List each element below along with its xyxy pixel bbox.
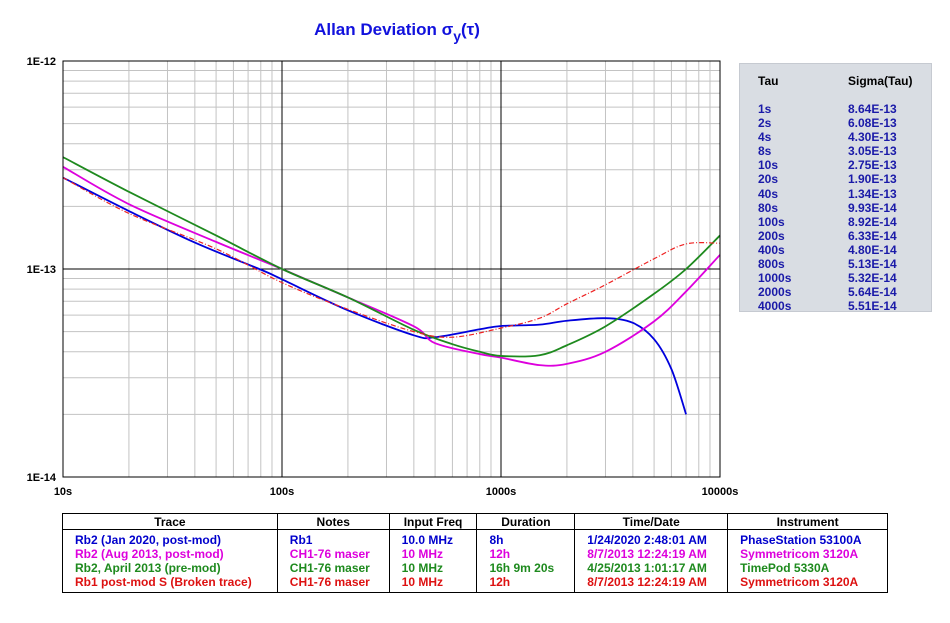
tau-row: 20s 1.90E-13 xyxy=(758,172,897,187)
tau-row: 8s 3.05E-13 xyxy=(758,144,897,159)
trace-input-freq: 10 MHz xyxy=(388,575,478,593)
trace-duration: 12h xyxy=(476,547,576,561)
tau-rows: 1s 8.64E-13 2s 6.08E-13 4s 4.30E-13 8s 3.05E… xyxy=(740,102,931,313)
tau-row: 400s 4.80E-14 xyxy=(758,242,897,257)
trace-duration: 16h 9m 20s xyxy=(476,561,576,575)
tau-row: 4s 4.30E-13 xyxy=(758,130,897,145)
tau-row: 1s 8.64E-13 xyxy=(758,102,897,116)
y-tick-label-1e-12: 1E-12 xyxy=(27,56,56,68)
tau-sigma-panel: Tau Sigma(Tau) 1s 8.64E-13 2s 6.08E-13 4s 4… xyxy=(739,63,932,313)
trace-row: Rb1 post-mod S (Broken trace) CH1-76 mas… xyxy=(62,575,888,593)
tau-row: 4000s 5.51E-14 xyxy=(758,299,897,314)
trace-instrument: PhaseStation 53100A xyxy=(727,529,888,547)
trace-name: Rb2 (Aug 2013, post-mod) xyxy=(62,547,278,561)
header-duration: Duration xyxy=(476,513,576,530)
tau-row: 80s 9.93E-14 xyxy=(758,200,897,215)
trace-name: Rb2 (Jan 2020, post-mod) xyxy=(62,529,278,547)
tau-row: 800s 5.13E-14 xyxy=(758,257,897,272)
x-tick-label-10000s: 10000s xyxy=(702,486,739,498)
header-input-freq: Input Freq xyxy=(388,513,478,530)
tau-row: 2000s 5.64E-14 xyxy=(758,285,897,300)
series-line-3 xyxy=(62,156,721,358)
series-layer xyxy=(62,156,721,415)
trace-row: Rb2 (Jan 2020, post-mod) Rb1 10.0 MHz 8h… xyxy=(62,529,888,547)
trace-time-date: 4/25/2013 1:01:17 AM xyxy=(574,561,729,575)
trace-notes: CH1-76 maser xyxy=(276,561,390,575)
plot-frame xyxy=(62,60,721,478)
trace-row: Rb2 (Aug 2013, post-mod) CH1-76 maser 10… xyxy=(62,547,888,561)
tau-row: 40s 1.34E-13 xyxy=(758,186,897,201)
sigma-header: Sigma(Tau) xyxy=(848,74,913,88)
tau-header: Tau xyxy=(758,74,779,88)
trace-row: Rb2, April 2013 (pre-mod) CH1-76 maser 1… xyxy=(62,561,888,575)
trace-duration: 12h xyxy=(476,575,576,593)
header-time-date: Time/Date xyxy=(574,513,729,530)
series-line-2 xyxy=(62,166,721,367)
trace-input-freq: 10.0 MHz xyxy=(388,529,478,547)
trace-table-header: Trace Notes Input Freq Duration Time/Dat… xyxy=(62,513,888,530)
trace-time-date: 8/7/2013 12:24:19 AM xyxy=(574,575,729,593)
trace-notes: CH1-76 maser xyxy=(276,575,390,593)
series-line-4 xyxy=(62,177,721,338)
trace-instrument: Symmetricom 3120A xyxy=(727,547,888,561)
chart-title: Allan Deviation σy(τ) xyxy=(314,20,480,44)
header-notes: Notes xyxy=(276,513,390,530)
trace-name: Rb1 post-mod S (Broken trace) xyxy=(62,575,278,593)
header-instrument: Instrument xyxy=(727,513,888,530)
y-tick-label-1e-13: 1E-13 xyxy=(27,264,56,276)
trace-legend-table: Trace Notes Input Freq Duration Time/Dat… xyxy=(62,513,888,593)
series-line-1 xyxy=(62,176,687,415)
y-tick-label-1e-14: 1E-14 xyxy=(27,472,57,484)
trace-input-freq: 10 MHz xyxy=(388,547,478,561)
trace-notes: CH1-76 maser xyxy=(276,547,390,561)
trace-time-date: 1/24/2020 2:48:01 AM xyxy=(574,529,729,547)
tau-row: 100s 8.92E-14 xyxy=(758,214,897,229)
tau-row: 2s 6.08E-13 xyxy=(758,116,897,131)
trace-input-freq: 10 MHz xyxy=(388,561,478,575)
x-tick-label-1000s: 1000s xyxy=(486,486,517,498)
trace-instrument: TimePod 5330A xyxy=(727,561,888,575)
trace-duration: 8h xyxy=(476,529,576,547)
tau-row: 200s 6.33E-14 xyxy=(758,228,897,243)
trace-name: Rb2, April 2013 (pre-mod) xyxy=(62,561,278,575)
tau-row: 1000s 5.32E-14 xyxy=(758,271,897,286)
trace-notes: Rb1 xyxy=(276,529,390,547)
header-trace: Trace xyxy=(62,513,278,530)
trace-time-date: 8/7/2013 12:24:19 AM xyxy=(574,547,729,561)
trace-instrument: Symmetricom 3120A xyxy=(727,575,888,593)
x-tick-label-100s: 100s xyxy=(270,486,294,498)
x-tick-label-10s: 10s xyxy=(54,486,72,498)
tau-row: 10s 2.75E-13 xyxy=(758,158,897,173)
